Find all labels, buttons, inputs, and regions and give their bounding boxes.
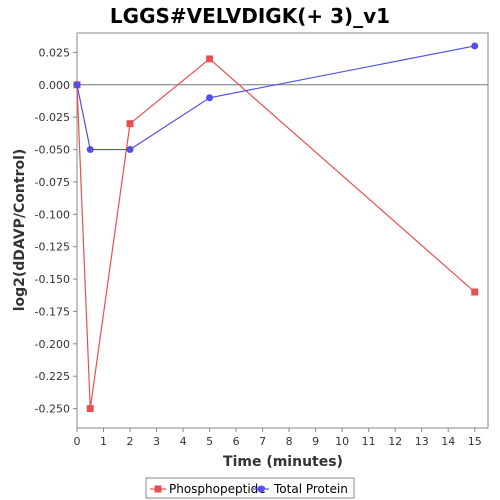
x-tick-label: 1 xyxy=(100,435,107,448)
x-tick-label: 2 xyxy=(127,435,134,448)
y-axis: 0.025 0.000 -0.025 -0.050 -0.075 -0.100 -0.125… xyxy=(35,46,77,416)
x-tick-label: 7 xyxy=(259,435,266,448)
x-tick-label: 11 xyxy=(362,435,376,448)
x-tick-label: 12 xyxy=(388,435,402,448)
x-tick-label: 4 xyxy=(180,435,187,448)
y-tick-label: -0.050 xyxy=(35,144,70,157)
x-axis: 0 1 2 3 4 5 6 7 8 9 10 11 12 13 14 15 xyxy=(74,428,482,448)
x-tick-label: 0 xyxy=(74,435,81,448)
y-tick-label: -0.125 xyxy=(35,241,70,254)
x-tick-label: 14 xyxy=(441,435,455,448)
legend-marker xyxy=(257,485,265,493)
y-tick-label: -0.025 xyxy=(35,111,70,124)
legend: Phosphopeptide Total Protein xyxy=(145,477,355,499)
legend-marker xyxy=(154,485,162,493)
y-tick-label: -0.150 xyxy=(35,273,70,286)
y-axis-label: log2(dDAVP/Control) xyxy=(12,149,28,312)
y-tick-label: -0.100 xyxy=(35,208,70,221)
x-tick-label: 6 xyxy=(233,435,240,448)
data-point xyxy=(86,146,94,154)
y-tick-label: -0.250 xyxy=(35,403,70,416)
x-tick-label: 15 xyxy=(468,435,482,448)
chart-title: LGGS#VELVDIGK(+ 3)_v1 xyxy=(110,4,390,28)
legend-label: Phosphopeptide xyxy=(169,482,266,496)
x-axis-label: Time (minutes) xyxy=(223,454,343,470)
x-tick-label: 10 xyxy=(335,435,349,448)
y-tick-label: 0.025 xyxy=(39,46,71,59)
y-tick-label: -0.175 xyxy=(35,305,70,318)
y-tick-label: -0.200 xyxy=(35,338,70,351)
data-point xyxy=(126,146,134,154)
y-tick-label: 0.000 xyxy=(39,79,71,92)
legend-box xyxy=(145,477,355,499)
x-tick-label: 3 xyxy=(153,435,160,448)
data-point xyxy=(471,42,479,50)
x-tick-label: 9 xyxy=(312,435,319,448)
x-tick-label: 8 xyxy=(286,435,293,448)
legend-label: Total Protein xyxy=(273,482,348,496)
data-point xyxy=(126,120,134,128)
y-tick-label: -0.075 xyxy=(35,176,70,189)
data-point xyxy=(206,94,214,102)
series-layer xyxy=(73,42,479,413)
y-tick-label: -0.225 xyxy=(35,370,70,383)
data-point xyxy=(86,405,94,413)
x-tick-label: 5 xyxy=(206,435,213,448)
plot-area xyxy=(76,32,489,429)
data-point xyxy=(471,288,479,296)
data-point xyxy=(73,81,81,89)
x-tick-label: 13 xyxy=(415,435,429,448)
data-point xyxy=(206,55,214,63)
